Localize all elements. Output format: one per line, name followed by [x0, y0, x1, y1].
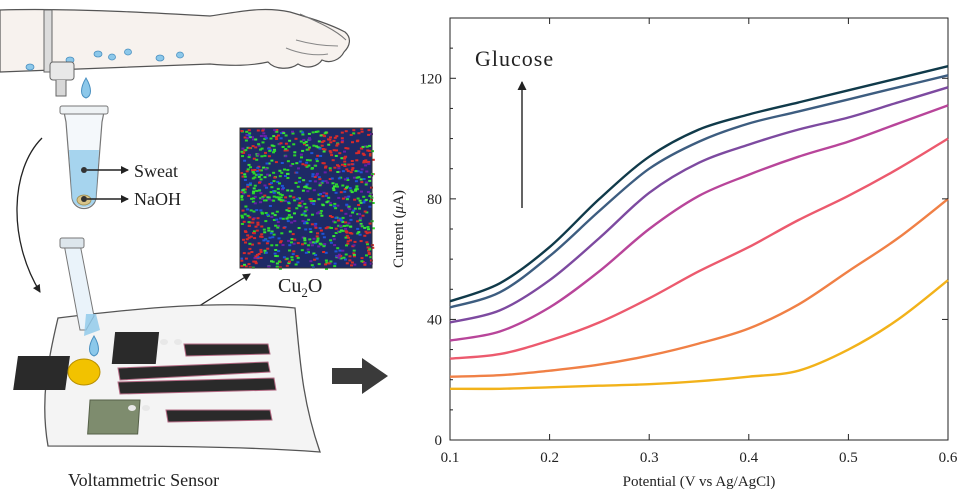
y-axis-label: Current (μA): [391, 190, 407, 268]
collection-tube: [59, 105, 109, 210]
series-line-1: [449, 279, 949, 391]
material-label: Cu2O: [278, 275, 322, 300]
patch-band: [43, 9, 53, 73]
sensor-label: Voltammetric Sensor: [68, 470, 219, 490]
flow-arrow-icon: [332, 358, 388, 394]
y-tick-label: 0: [435, 433, 443, 449]
series-layer: [449, 65, 949, 391]
electrode-2: [111, 332, 271, 364]
falling-sweat-drop-icon: [81, 77, 91, 99]
series-line-6: [449, 74, 949, 309]
sweat-label: Sweat: [134, 161, 178, 181]
forearm: [0, 8, 350, 73]
series-line-2: [449, 197, 949, 378]
x-tick-label: 0.5: [839, 450, 858, 466]
x-tick-label: 0.1: [441, 450, 460, 466]
series-line-4: [449, 104, 949, 342]
x-tick-label: 0.4: [739, 450, 758, 466]
dropper-icon: [59, 237, 100, 357]
left-illustration: Sweat NaOH Cu2O: [0, 8, 388, 490]
transfer-arrow: [16, 137, 43, 293]
series-line-5: [449, 86, 949, 324]
plot-frame: [449, 17, 949, 441]
sensor-sheet: [13, 237, 321, 453]
electrode-3: [117, 377, 277, 395]
glucose-annotation: Glucose: [475, 46, 554, 71]
x-tick-label: 0.6: [939, 450, 958, 466]
y-tick-label: 40: [427, 312, 442, 328]
voltammetry-chart: 0.1 0.2 0.3 0.4 0.5 0.6 0 40 80 120 Glucose Poten…: [391, 17, 958, 490]
y-tick-label: 120: [420, 71, 443, 87]
x-axis-label: Potential (V vs Ag/AgCl): [623, 474, 776, 490]
electrode-1: [13, 356, 271, 390]
sweat-droplets: [25, 48, 184, 71]
naoh-label: NaOH: [134, 189, 181, 209]
x-tick-label: 0.2: [540, 450, 559, 466]
y-tick-label: 80: [427, 192, 442, 208]
tick-layer: 0.1 0.2 0.3 0.4 0.5 0.6 0 40 80 120: [420, 18, 958, 466]
electrode-4: [87, 399, 273, 435]
x-tick-label: 0.3: [640, 450, 659, 466]
series-line-3: [449, 137, 949, 360]
arm-illustration: [0, 8, 350, 99]
cu2o-micrograph: [239, 127, 375, 270]
series-line-7: [449, 65, 949, 303]
